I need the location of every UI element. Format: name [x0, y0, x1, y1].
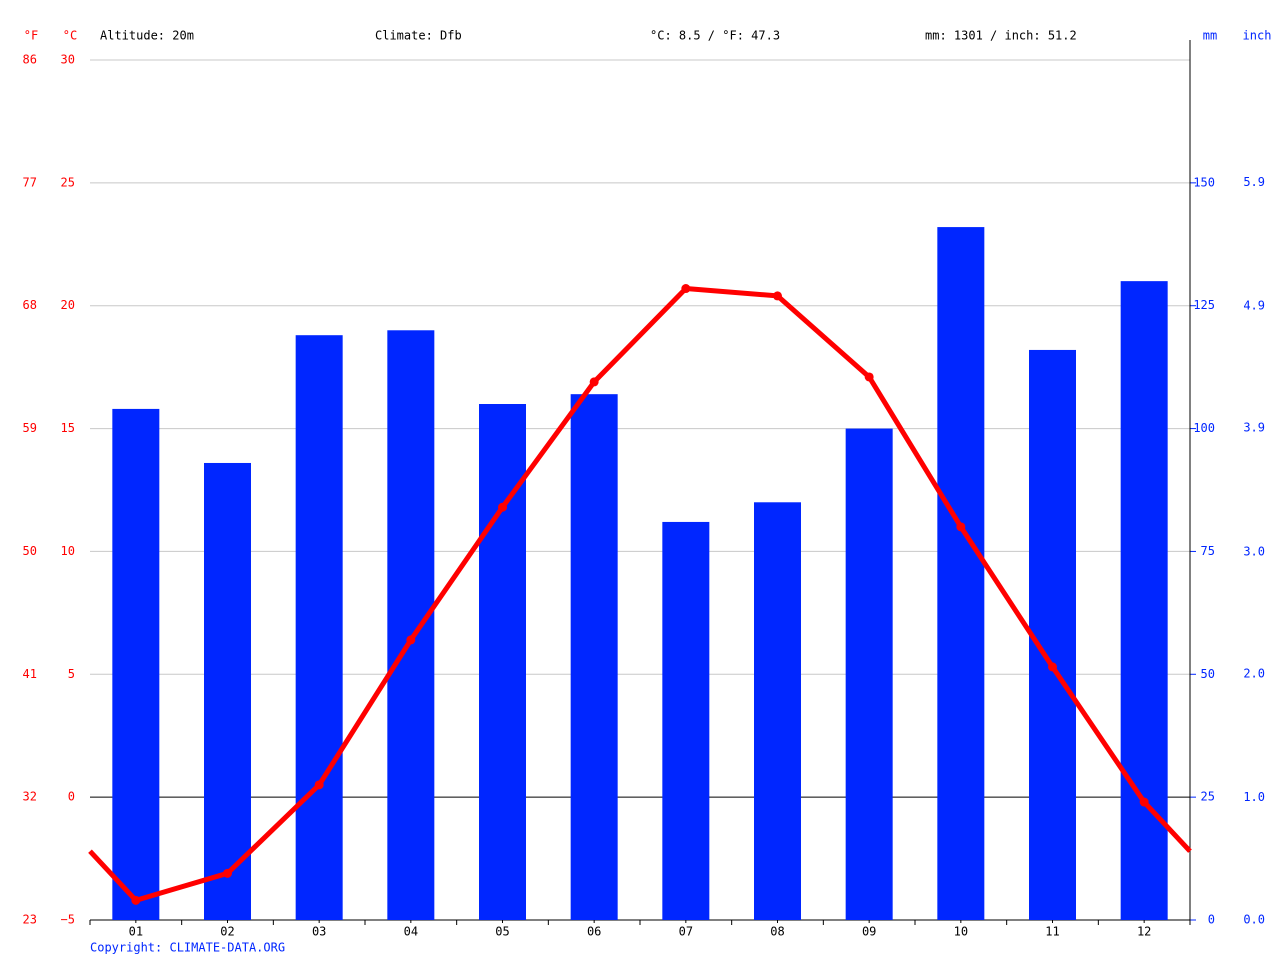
- precipitation-bar: [570, 394, 618, 921]
- y3-tick-label: 41: [23, 667, 37, 681]
- x-tick-label: 01: [129, 925, 143, 939]
- x-tick-label: 09: [862, 925, 876, 939]
- y-tick-label: 30: [61, 53, 75, 67]
- precipitation-bar: [1029, 349, 1076, 920]
- temperature-point: [956, 522, 966, 532]
- y-tick-label: 25: [61, 175, 75, 189]
- temperature-point: [1139, 797, 1149, 807]
- inch-unit: inch: [1243, 29, 1272, 43]
- y-tick-label: 0: [68, 790, 75, 804]
- x-tick-label: 07: [679, 925, 693, 939]
- y-tick-label: 20: [61, 298, 75, 312]
- temperature-point: [406, 635, 416, 645]
- x-tick-label: 11: [1045, 925, 1059, 939]
- y3-tick-label: 32: [23, 790, 37, 804]
- x-tick-label: 06: [587, 925, 601, 939]
- y4-tick-label: 2.0: [1243, 667, 1265, 681]
- y3-tick-label: 50: [23, 544, 37, 558]
- precipitation-bar: [112, 408, 160, 920]
- precipitation-bar: [387, 330, 435, 920]
- copyright: Copyright: CLIMATE-DATA.ORG: [90, 941, 285, 955]
- mm-unit: mm: [1203, 29, 1217, 43]
- temperature-point: [314, 780, 324, 790]
- precipitation-bar: [937, 227, 985, 921]
- y4-tick-label: 4.9: [1243, 298, 1265, 312]
- precipitation-bar: [754, 502, 801, 920]
- precipitation-summary: mm: 1301 / inch: 51.2: [925, 29, 1077, 43]
- temperature-point: [681, 284, 691, 294]
- x-tick-label: 03: [312, 925, 326, 939]
- temperature-line: [135, 286, 1147, 903]
- y4-tick-label: 3.9: [1243, 421, 1265, 435]
- precipitation-bar: [295, 335, 343, 920]
- y-tick-label: 10: [61, 544, 75, 558]
- y2-tick-label: 75: [1201, 544, 1215, 558]
- fahrenheit-unit: °F: [24, 29, 38, 43]
- y2-tick-label: 0: [1208, 913, 1215, 927]
- y4-tick-label: 5.9: [1243, 175, 1265, 189]
- temperature-point: [1048, 662, 1057, 672]
- x-tick-label: 04: [404, 925, 418, 939]
- x-tick-label: 12: [1137, 925, 1151, 939]
- y2-tick-label: 25: [1201, 790, 1215, 804]
- y3-tick-label: 77: [23, 175, 37, 189]
- precipitation-bar: [1120, 281, 1168, 921]
- y2-tick-label: 50: [1201, 667, 1215, 681]
- y3-tick-label: 59: [23, 421, 37, 435]
- temperature-wrap: [1142, 800, 1192, 853]
- precipitation-bar: [662, 521, 710, 920]
- x-tick-label: 08: [770, 925, 784, 939]
- x-tick-label: 05: [495, 925, 509, 939]
- temperature-point: [498, 502, 507, 512]
- temperature-point: [773, 291, 782, 301]
- x-tick-label: 02: [220, 925, 234, 939]
- temperature-summary: °C: 8.5 / °F: 47.3: [650, 29, 780, 43]
- y2-tick-label: 100: [1193, 421, 1215, 435]
- y3-tick-label: 86: [23, 53, 37, 67]
- temperature-wrap: [88, 849, 138, 903]
- temperature-point: [131, 895, 141, 905]
- temperature-point: [589, 377, 599, 387]
- y4-tick-label: 1.0: [1243, 790, 1265, 804]
- temperature-point: [223, 868, 232, 878]
- y4-tick-label: 0.0: [1243, 913, 1265, 927]
- y-tick-label: −5: [61, 913, 75, 927]
- precipitation-bar: [845, 428, 893, 920]
- altitude: Altitude: 20m: [100, 29, 194, 43]
- y3-tick-label: 68: [23, 298, 37, 312]
- temperature-point: [864, 372, 874, 382]
- y3-tick-label: 23: [23, 913, 37, 927]
- y2-tick-label: 150: [1193, 175, 1215, 189]
- y-tick-label: 5: [68, 667, 75, 681]
- celsius-unit: °C: [63, 29, 77, 43]
- y2-tick-label: 125: [1193, 298, 1215, 312]
- x-tick-label: 10: [954, 925, 968, 939]
- y4-tick-label: 3.0: [1243, 544, 1265, 558]
- precipitation-bar: [204, 462, 251, 920]
- y-tick-label: 15: [61, 421, 75, 435]
- climate: Climate: Dfb: [375, 29, 462, 43]
